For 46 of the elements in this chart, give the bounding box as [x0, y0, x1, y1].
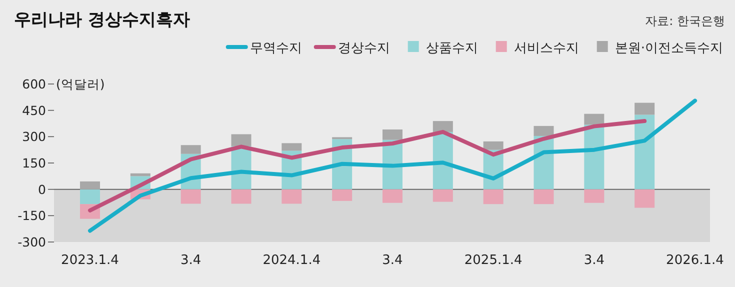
bar: [432, 189, 453, 202]
y-tick-label: -150: [18, 208, 46, 224]
bar: [180, 145, 201, 154]
bar: [634, 114, 655, 190]
y-tick-label: 150: [22, 156, 46, 170]
bar: [231, 134, 252, 146]
legend-label: 상품수지: [426, 41, 478, 56]
bar: [534, 189, 554, 204]
y-tick-label: 450: [22, 102, 46, 118]
legend-label: 서비스수지: [514, 41, 579, 56]
y-tick-label: -300: [18, 234, 46, 250]
y-tick-label: 300: [22, 129, 46, 144]
y-tick-label: 600: [22, 76, 46, 92]
bar: [584, 114, 604, 125]
bar: [584, 189, 604, 203]
bar: [180, 189, 201, 204]
bar: [382, 129, 402, 140]
legend-label: 경상수지: [338, 41, 390, 56]
bar: [483, 189, 504, 204]
bar: [432, 121, 453, 132]
line-series: [88, 119, 647, 212]
bar: [332, 189, 352, 201]
bar: [80, 181, 100, 190]
x-tick-label: 3.4: [180, 253, 202, 268]
x-tick-label: 3.4: [382, 253, 403, 268]
bar: [634, 189, 655, 208]
x-tick-label: 2026.1.4: [666, 253, 724, 268]
bar: [80, 189, 100, 204]
bar: [634, 102, 655, 115]
legend-label: 무역수지: [250, 41, 302, 56]
line-series: [88, 98, 697, 233]
x-tick-label: 2025.1.4: [464, 253, 522, 268]
legend-label: 본원·이전소득수지: [614, 41, 723, 56]
bar: [534, 126, 554, 136]
bar: [282, 189, 302, 204]
text: 자료: 한국은행: [645, 14, 725, 28]
x-tick-label: 2023.1.4: [61, 253, 119, 268]
chart-title: 우리나라 경상수지흑자: [14, 10, 190, 30]
bar: [382, 189, 402, 203]
bar: [282, 143, 302, 151]
x-tick-label: 2024.1.4: [262, 253, 321, 268]
bar: [231, 189, 252, 204]
bar: [483, 141, 504, 150]
y-tick-label: 0: [38, 182, 46, 197]
y-axis-title: (억달러): [56, 76, 105, 92]
x-tick-label: 3.4: [584, 253, 605, 268]
